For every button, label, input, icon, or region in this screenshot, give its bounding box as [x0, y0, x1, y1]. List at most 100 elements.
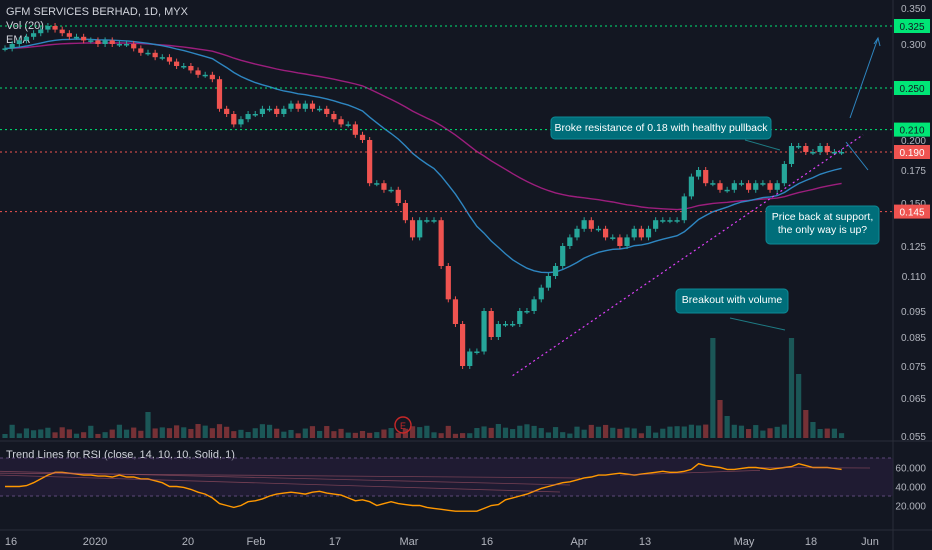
volume-bar [131, 427, 137, 438]
callout-support-text: Price back at support, [772, 211, 874, 223]
volume-bar [781, 424, 787, 438]
target-arrow [849, 37, 879, 119]
time-tick-label: 17 [329, 536, 341, 548]
candle-body [731, 183, 737, 190]
volume-bar [88, 425, 94, 438]
volume-bar [145, 412, 151, 438]
candle-body [424, 220, 430, 222]
volume-bar [345, 432, 351, 438]
volume-bar [588, 424, 594, 438]
candle-body [381, 183, 387, 190]
volume-bar [402, 428, 408, 438]
volume-bar [266, 424, 273, 438]
volume-bar [195, 424, 201, 438]
candle-body [767, 183, 773, 190]
earnings-icon-label: E [400, 421, 406, 431]
volume-bar [9, 424, 15, 438]
candle-body [159, 57, 165, 59]
candle-body [66, 33, 72, 37]
volume-bar [295, 433, 301, 438]
candle-body [2, 48, 8, 50]
volume-bar [753, 425, 759, 438]
volume-bar [681, 426, 687, 438]
volume-bar [66, 429, 72, 438]
volume-bar [52, 432, 58, 438]
candle-body [803, 146, 809, 152]
candle-body [746, 183, 752, 190]
price-tick-label: 0.300 [901, 40, 926, 51]
volume-bar [338, 428, 344, 438]
volume-bar [631, 428, 637, 438]
candle-body [467, 351, 473, 366]
volume-bar [810, 422, 816, 438]
candle-body [145, 52, 151, 55]
time-tick-label: Mar [400, 536, 419, 548]
volume-bar [660, 428, 666, 438]
volume-bar [102, 432, 108, 438]
volume-bar [324, 426, 330, 438]
candle-body [317, 108, 323, 111]
volume-bar [560, 432, 566, 438]
time-tick-label: 20 [182, 536, 194, 548]
candle-body [359, 134, 366, 140]
candle-body [538, 287, 544, 300]
candle-body [109, 40, 115, 44]
volume-bar [517, 425, 523, 438]
volume-pointer [729, 317, 786, 331]
price-tick-label: 0.075 [901, 362, 926, 373]
support-trendline [512, 134, 864, 377]
candle-body [395, 189, 401, 203]
candle-body [181, 66, 187, 68]
volume-bar [645, 425, 652, 438]
candle-body [224, 108, 230, 114]
volume-bar [567, 433, 573, 438]
volume-bar [760, 430, 766, 438]
candle-body [131, 44, 137, 49]
candle-body [531, 299, 537, 311]
candle-body [288, 103, 294, 109]
candle-body [510, 324, 516, 326]
candle-body [88, 40, 94, 42]
volume-bar [703, 424, 709, 438]
candle-body [45, 26, 51, 30]
level-label-box [894, 122, 930, 137]
volume-bar [245, 431, 251, 438]
volume-bar [288, 429, 294, 438]
candle-body [52, 26, 58, 30]
resistance-pointer [744, 139, 781, 151]
candle-body [38, 29, 44, 34]
volume-bar [166, 428, 173, 438]
price-tick-label: 0.150 [901, 199, 926, 210]
candle-body [166, 57, 173, 62]
candle-body [202, 74, 208, 77]
candle-body [552, 266, 559, 276]
volume-bar [388, 428, 394, 438]
candle-body [452, 299, 459, 324]
volume-bar [209, 428, 215, 438]
volume-bar [445, 425, 451, 438]
candle-body [653, 220, 659, 229]
volume-bar [495, 424, 501, 438]
volume-bar [81, 432, 87, 438]
price-tick-label: 0.065 [901, 394, 926, 405]
candle-body [724, 189, 730, 192]
volume-bar [838, 433, 845, 438]
ema-slow-line [4, 42, 842, 211]
volume-bar [181, 427, 187, 438]
candle-body [788, 146, 795, 164]
volume-bar [224, 426, 230, 438]
candle-body [488, 311, 494, 337]
volume-bar [359, 430, 366, 438]
candle-body [152, 52, 158, 58]
candle-body [309, 103, 316, 109]
volume-bar [367, 432, 373, 438]
volume-bar [216, 424, 223, 438]
volume-bar [574, 426, 580, 438]
level-label-box [894, 204, 930, 219]
candle-body [252, 114, 258, 116]
volume-bar [510, 429, 516, 438]
time-tick-label: Apr [570, 536, 587, 548]
candle-body [710, 183, 716, 185]
rsi-trendline [0, 470, 571, 486]
